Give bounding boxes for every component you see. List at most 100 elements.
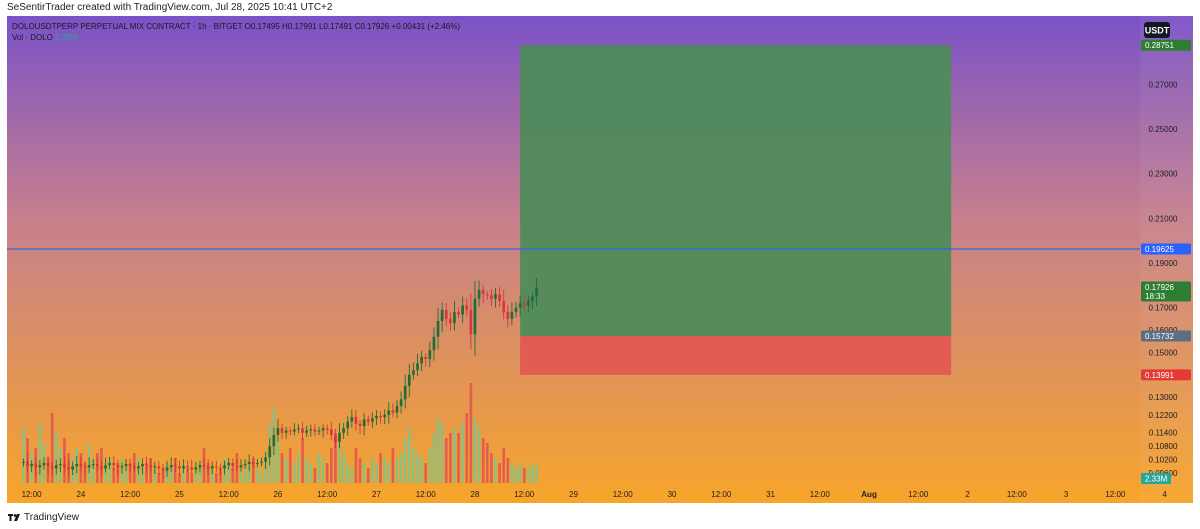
price-tag-label: 0.28751	[1145, 41, 1174, 50]
volume-bar	[260, 473, 263, 483]
candle-body	[522, 303, 526, 306]
volume-bar	[506, 458, 510, 483]
price-tag-box[interactable]	[1141, 243, 1191, 255]
y-axis-tick-label: 0.19000	[1149, 259, 1178, 268]
candle-body	[26, 461, 29, 467]
candle-body	[338, 432, 341, 442]
volume-bar	[141, 468, 144, 483]
legend-high: H0.17991	[282, 22, 317, 31]
volume-bar	[293, 463, 296, 483]
candle-body	[297, 428, 300, 430]
price-tag-countdown: 18:33	[1145, 292, 1166, 301]
candle-body	[399, 399, 403, 406]
volume-bar	[178, 473, 181, 483]
candle-body	[358, 423, 362, 427]
volume-bar	[251, 458, 255, 483]
candle-body	[334, 434, 337, 442]
price-tag-box[interactable]	[1141, 39, 1191, 51]
volume-bar	[54, 433, 58, 483]
volume-bar	[145, 463, 148, 483]
volume-bar	[329, 448, 333, 483]
candle-body	[325, 428, 329, 430]
price-tag-box[interactable]	[1141, 369, 1191, 381]
candle-body	[178, 466, 181, 469]
price-tag-box[interactable]	[1141, 330, 1191, 342]
candle-body	[284, 430, 288, 433]
volume-bar	[215, 473, 218, 483]
candle-body	[477, 289, 481, 299]
volume-bar	[358, 458, 362, 483]
currency-badge-label: USDT	[1145, 26, 1170, 36]
volume-bar	[350, 468, 354, 483]
volume-bar	[334, 433, 337, 483]
candle-body	[50, 466, 54, 469]
candle-body	[169, 465, 173, 468]
candle-body	[272, 434, 276, 447]
candle-body	[293, 429, 296, 432]
volume-bar	[297, 453, 300, 483]
candle-body	[153, 466, 157, 468]
candle-body	[305, 430, 309, 433]
y-axis-tick-label: 0.21000	[1149, 214, 1178, 223]
candle-body	[38, 465, 42, 468]
candle-body	[128, 464, 132, 467]
price-tag-label: 0.13991	[1145, 371, 1174, 380]
x-axis-tick-label: 12:00	[317, 490, 338, 499]
candle-body	[403, 385, 407, 400]
candle-body	[251, 461, 255, 465]
volume-bar	[22, 428, 25, 483]
volume-bar	[112, 468, 116, 483]
price-chart[interactable]: 0.27000 0.25000 0.23000 0.21000 0.19000 0.170…	[7, 16, 1193, 503]
candle-body	[362, 419, 366, 427]
candle-body	[91, 464, 95, 466]
volume-bar	[399, 453, 403, 483]
volume-bar	[338, 443, 341, 483]
price-tag-box[interactable]	[1141, 281, 1191, 302]
volume-bar	[288, 448, 292, 483]
x-axis-tick-label: 27	[372, 490, 381, 499]
candle-body	[256, 462, 259, 465]
stop-loss-zone[interactable]	[520, 335, 952, 375]
volume-bar	[346, 463, 350, 483]
volume-bar	[522, 468, 526, 483]
candle-body	[132, 466, 136, 469]
y-axis-tick-label: 0.10200	[1149, 456, 1178, 465]
candle-body	[75, 464, 79, 467]
candle-body	[108, 462, 111, 466]
candle-body	[87, 465, 91, 468]
candle-body	[498, 294, 501, 301]
chart-frame[interactable]: 0.27000 0.25000 0.23000 0.21000 0.19000 0.170…	[7, 16, 1193, 503]
tradingview-brand-label: TradingView	[24, 512, 80, 523]
tradingview-brand[interactable]: TradingView	[8, 512, 79, 523]
profit-zone[interactable]	[520, 45, 952, 336]
volume-bar	[498, 463, 501, 483]
x-axis-tick-label: 3	[1064, 490, 1069, 499]
x-axis-tick-label: 25	[175, 490, 184, 499]
candle-body	[243, 464, 247, 466]
candle-body	[210, 466, 214, 469]
candle-body	[141, 464, 144, 467]
candle-body	[288, 430, 292, 432]
volume-bar	[128, 463, 132, 483]
x-axis-tick-label: 28	[471, 490, 480, 499]
candle-body	[120, 466, 124, 468]
candle-body	[165, 467, 169, 471]
volume-bar	[453, 428, 456, 483]
volume-tag-box[interactable]	[1141, 473, 1171, 484]
volume-bar	[190, 473, 194, 483]
volume-bar	[510, 463, 514, 483]
candle-body	[502, 300, 506, 313]
candle-body	[407, 374, 411, 386]
currency-badge[interactable]: USDT	[1144, 22, 1170, 38]
candle-body	[412, 370, 415, 375]
volume-bar	[186, 468, 189, 483]
chart-legend: DOLOUSDTPERP PERPETUAL MIX CONTRACT · 1h…	[12, 21, 460, 43]
y-axis-tick-label: 0.23000	[1149, 170, 1178, 179]
volume-bar	[432, 433, 436, 483]
volume-bar	[436, 418, 440, 483]
volume-bar	[428, 448, 432, 483]
candle-body	[371, 418, 374, 422]
candle-body	[416, 363, 419, 371]
candle-body	[67, 467, 70, 470]
candle-body	[71, 466, 75, 470]
